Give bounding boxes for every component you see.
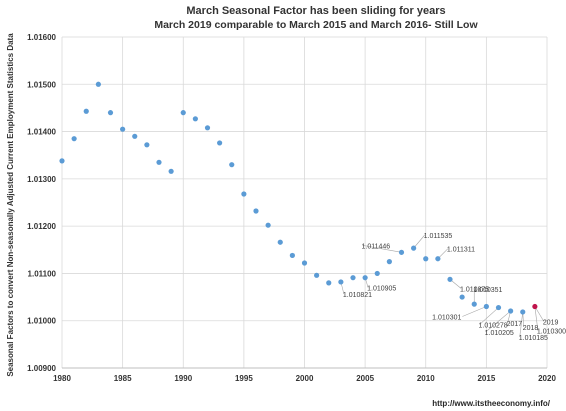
annotation-label: 1.011311 <box>447 247 475 254</box>
data-point-2018 <box>520 309 526 315</box>
x-tick-label: 2010 <box>417 374 435 383</box>
data-point-1993 <box>217 140 223 146</box>
data-point-1991 <box>192 116 198 122</box>
data-point-2011 <box>435 256 441 262</box>
data-point-2009 <box>411 245 417 251</box>
annotation-label: 1.010278 <box>479 323 508 330</box>
data-point-1982 <box>83 108 89 114</box>
y-tick-label: 1.01100 <box>28 269 57 278</box>
x-tick-label: 1990 <box>174 374 192 383</box>
highlight-point-2019 <box>532 303 538 310</box>
y-tick-label: 1.01600 <box>27 33 56 42</box>
data-point-1988 <box>156 159 162 165</box>
data-point-2013 <box>459 294 465 300</box>
data-point-1980 <box>59 158 65 164</box>
data-point-2012 <box>447 276 453 282</box>
data-point-2006 <box>374 270 380 277</box>
annotation-label: 2018 <box>523 325 539 332</box>
gridlines <box>61 36 548 368</box>
data-point-1985 <box>120 126 126 132</box>
data-point-2003 <box>338 279 344 285</box>
annotation-label: 1.010301 <box>432 314 461 321</box>
data-points <box>59 81 538 315</box>
data-point-1990 <box>180 110 186 116</box>
x-tick-label: 2000 <box>296 374 314 383</box>
x-tick-label: 2005 <box>356 374 374 383</box>
annotation-leader <box>479 307 499 325</box>
annotation-leader <box>534 306 545 322</box>
data-point-2000 <box>301 260 308 266</box>
y-tick-label: 1.01400 <box>27 128 56 137</box>
chart-subtitle: March 2019 comparable to March 2015 and … <box>154 19 478 31</box>
annotation-label: 2017 <box>507 321 523 328</box>
data-point-2008 <box>398 249 405 255</box>
data-point-2015 <box>483 303 489 310</box>
data-point-2001 <box>314 272 320 278</box>
data-point-2007 <box>386 259 392 265</box>
data-point-1992 <box>204 125 211 131</box>
annotation-label: 1.011446 <box>362 243 391 250</box>
data-point-2010 <box>423 256 429 262</box>
y-tick-label: 1.00900 <box>27 364 56 373</box>
annotation-label: 1.010821 <box>343 292 372 299</box>
x-tick-label: 1995 <box>235 374 253 383</box>
data-point-1986 <box>132 133 138 139</box>
annotation-leader <box>519 311 524 338</box>
annotation-label: 1.010205 <box>485 330 514 337</box>
data-point-2017 <box>508 308 514 314</box>
y-tick-label: 1.01200 <box>27 222 56 231</box>
data-point-2002 <box>326 280 332 286</box>
annotation-label: 1.010300 <box>537 329 566 336</box>
data-point-1994 <box>229 162 235 168</box>
annotation-leader <box>485 310 511 333</box>
data-point-1987 <box>144 142 150 148</box>
x-tick-label: 2015 <box>477 374 495 383</box>
data-point-1981 <box>71 136 77 142</box>
data-point-2004 <box>350 275 356 281</box>
annotation-label: 1.010351 <box>473 287 502 294</box>
credit-url: http://www.itstheeconomy.info/ <box>432 399 551 408</box>
annotation-leader <box>534 306 539 331</box>
annotation-leader <box>413 234 425 249</box>
annotation-label: 2019 <box>543 320 559 327</box>
data-point-1998 <box>277 239 283 245</box>
data-point-1999 <box>289 252 295 259</box>
data-point-1989 <box>168 168 174 174</box>
tick-labels: 1.00900 1.01000 1.01100 1.01200 1.01300 1.014… <box>27 33 556 383</box>
x-tick-label: 1985 <box>114 374 132 383</box>
data-point-1983 <box>95 81 101 87</box>
annotation-label: 1.010185 <box>519 335 548 342</box>
x-tick-label: 2020 <box>538 374 556 383</box>
data-point-2014 <box>471 301 477 307</box>
annotation-label: 1.011535 <box>424 233 453 240</box>
data-point-1997 <box>265 222 271 228</box>
chart-title: March Seasonal Factor has been sliding f… <box>186 5 445 17</box>
data-point-1995 <box>241 191 247 197</box>
data-point-1996 <box>253 208 259 214</box>
data-point-1984 <box>107 110 114 116</box>
y-tick-label: 1.01300 <box>27 175 56 184</box>
annotation-leader <box>362 245 402 253</box>
data-point-2016 <box>495 304 502 311</box>
y-tick-label: 1.01500 <box>27 80 56 89</box>
y-axis-label: Seasonal Factors to convert Non-seasonal… <box>6 33 15 377</box>
annotation-leader <box>462 306 487 317</box>
x-tick-label: 1980 <box>53 374 71 383</box>
annotation-label: 1.010875 <box>460 286 489 293</box>
data-point-2005 <box>362 275 368 281</box>
annotation-label: 1.010905 <box>367 286 396 293</box>
y-tick-label: 1.01000 <box>27 317 56 326</box>
